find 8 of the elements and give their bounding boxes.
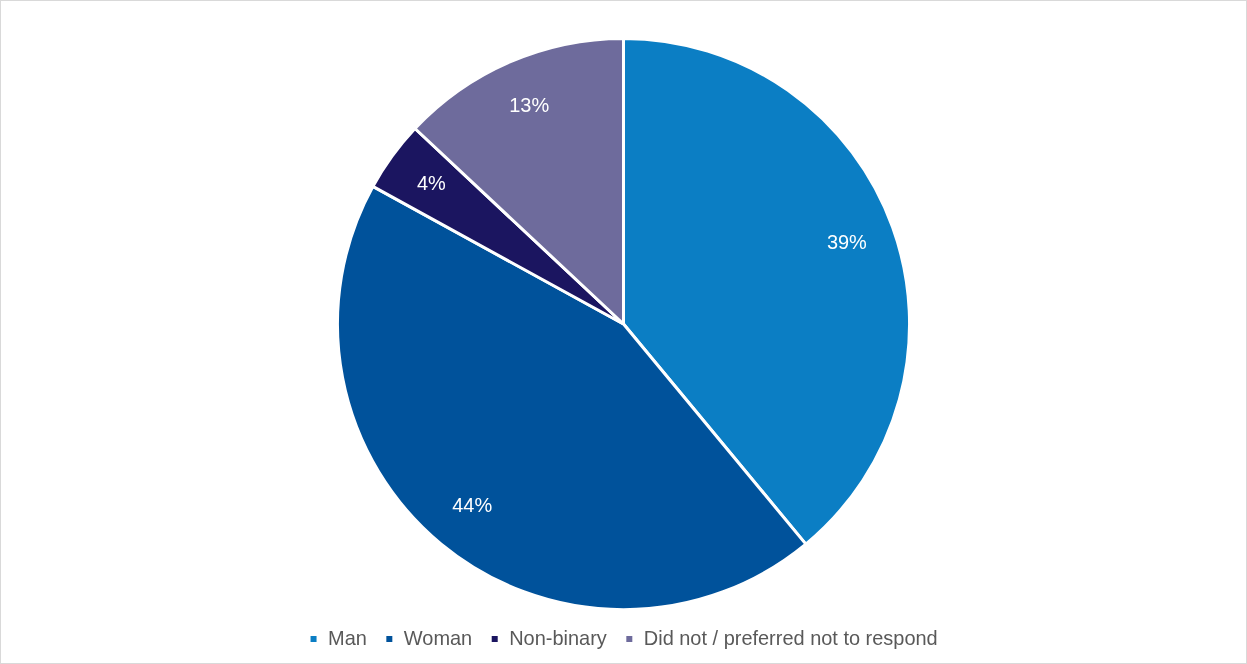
data-label: 39% (826, 231, 868, 254)
data-label: 44% (452, 494, 493, 517)
legend-label: Did not / preferred not to respond (643, 626, 938, 649)
data-label: 4% (417, 172, 447, 195)
data-label: 13% (509, 93, 550, 116)
legend-label: Man (328, 626, 367, 649)
legend-label: Non-binary (509, 626, 607, 649)
legend-label: Woman (403, 626, 473, 649)
